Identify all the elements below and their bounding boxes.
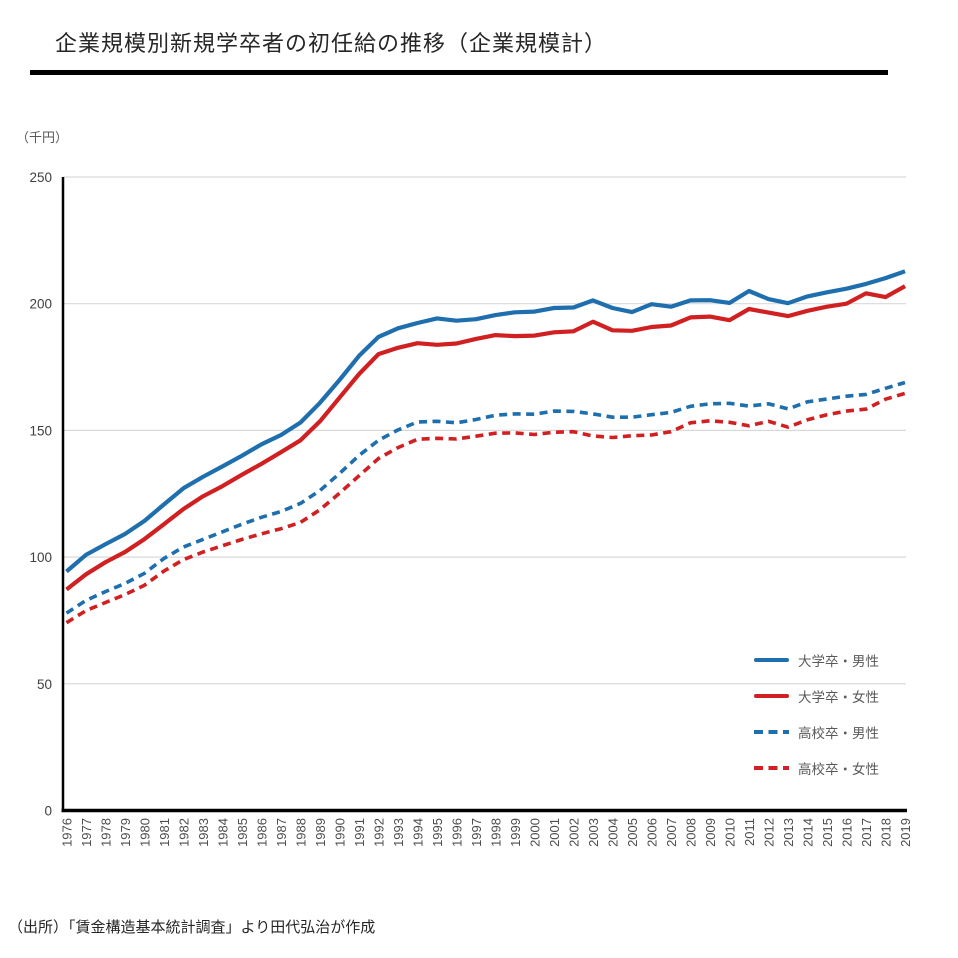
y-tick-label: 150 <box>29 423 52 438</box>
x-tick-label: 2014 <box>801 818 816 847</box>
x-tick-label: 2003 <box>586 818 601 847</box>
x-tick-label: 1984 <box>216 818 231 847</box>
x-tick-label: 1981 <box>157 818 172 847</box>
x-tick-label: 2004 <box>606 818 621 847</box>
x-tick-label: 2018 <box>879 818 894 847</box>
legend-label: 大学卒・男性 <box>798 654 879 669</box>
title-underline <box>30 70 888 75</box>
x-tick-label: 1987 <box>274 818 289 847</box>
x-tick-label: 1979 <box>118 818 133 847</box>
x-tick-label: 1990 <box>333 818 348 847</box>
y-tick-label: 200 <box>29 297 52 312</box>
x-tick-label: 2010 <box>723 818 738 847</box>
y-tick-label: 250 <box>29 170 52 185</box>
page-title: 企業規模別新規学卒者の初任給の推移（企業規模計） <box>55 31 608 56</box>
legend-line-swatch-dashed-blue <box>754 729 789 735</box>
x-tick-label: 2002 <box>567 818 582 847</box>
x-tick-label: 2001 <box>547 818 562 847</box>
series-line-univ-female <box>65 284 907 592</box>
x-tick-label: 1999 <box>508 818 523 847</box>
x-tick-label: 2000 <box>528 818 543 847</box>
x-tick-label: 1989 <box>313 818 328 847</box>
legend-label: 大学卒・女性 <box>798 690 879 705</box>
x-tick-label: 2011 <box>742 818 757 846</box>
x-tick-label: 1980 <box>138 818 153 847</box>
x-tick-label: 2019 <box>898 818 913 847</box>
x-tick-label: 1985 <box>235 818 250 847</box>
x-tick-label: 1998 <box>489 818 504 847</box>
y-axis-unit-label: （千円） <box>16 130 69 145</box>
y-tick-label: 0 <box>44 804 52 819</box>
y-tick-label: 100 <box>29 550 52 565</box>
x-tick-label: 2012 <box>762 818 777 847</box>
series-line-hs-male <box>65 380 906 615</box>
x-tick-label: 2006 <box>645 818 660 847</box>
legend-item-hs-male: 高校卒・男性 <box>754 721 904 743</box>
x-tick-label: 1983 <box>196 818 211 847</box>
x-tick-label: 1995 <box>430 818 445 847</box>
x-tick-label: 1994 <box>411 818 426 847</box>
x-tick-label: 1991 <box>352 818 367 847</box>
x-tick-label: 1982 <box>177 818 192 847</box>
x-tick-label: 1996 <box>450 818 465 847</box>
legend-label: 高校卒・女性 <box>798 762 879 777</box>
x-tick-label: 1978 <box>99 818 114 847</box>
x-tick-label: 1986 <box>255 818 270 847</box>
x-tick-label: 2013 <box>781 818 796 847</box>
x-tick-label: 2017 <box>859 818 874 847</box>
legend-item-univ-male: 大学卒・男性 <box>754 649 904 671</box>
series-line-hs-female <box>65 391 906 625</box>
legend-item-univ-female: 大学卒・女性 <box>754 685 904 707</box>
x-tick-label: 1976 <box>60 818 75 847</box>
legend-line-swatch-dashed-red <box>754 765 789 771</box>
y-tick-label: 50 <box>37 677 52 692</box>
x-tick-label: 2007 <box>664 818 679 847</box>
x-tick-label: 2009 <box>703 818 718 847</box>
x-tick-label: 2005 <box>625 818 640 847</box>
x-tick-label: 2015 <box>820 818 835 847</box>
x-tick-label: 2008 <box>684 818 699 847</box>
legend-line-swatch-solid-red <box>754 693 789 699</box>
x-tick-label: 1992 <box>372 818 387 847</box>
legend-item-hs-female: 高校卒・女性 <box>754 757 904 779</box>
chart-legend: 大学卒・男性 大学卒・女性 高校卒・男性 高校卒・女性 <box>754 649 904 793</box>
legend-line-swatch-solid-blue <box>754 657 789 663</box>
source-note: （出所）「賃金構造基本統計調査」より田代弘治が作成 <box>8 919 376 936</box>
x-tick-label: 1988 <box>294 818 309 847</box>
x-tick-label: 2016 <box>840 818 855 847</box>
series-line-univ-male <box>65 269 906 574</box>
x-tick-label: 1977 <box>79 818 94 847</box>
x-tick-label: 1993 <box>391 818 406 847</box>
x-tick-label: 1997 <box>469 818 484 847</box>
legend-label: 高校卒・男性 <box>798 726 879 741</box>
